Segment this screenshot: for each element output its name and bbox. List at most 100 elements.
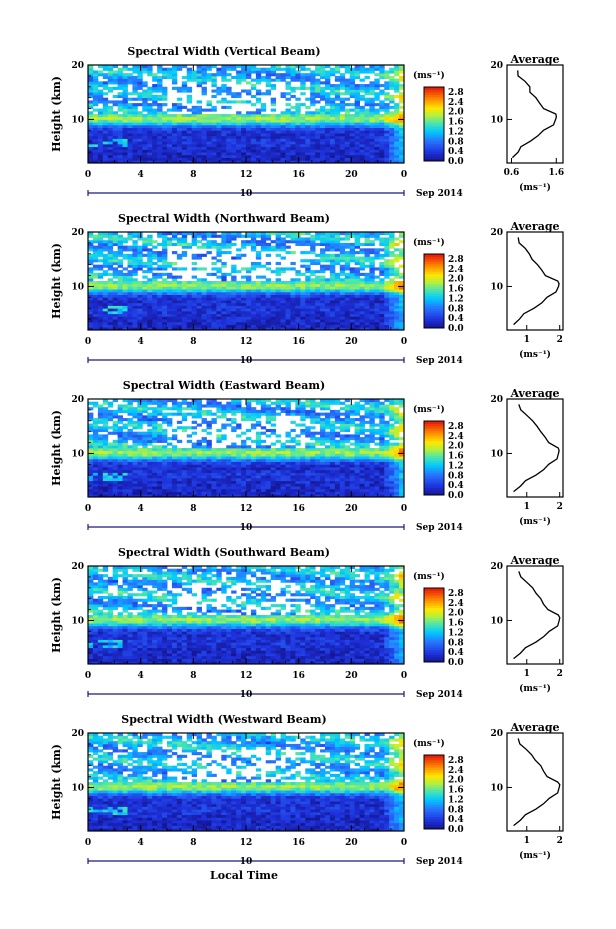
heatmap-cell: [320, 294, 326, 298]
heatmap-cell: [246, 464, 252, 468]
heatmap-cell: [359, 135, 365, 139]
heatmap-cell: [354, 237, 360, 241]
heatmap-cell: [92, 237, 99, 241]
heatmap-cell: [329, 272, 336, 276]
heatmap-cell: [305, 237, 311, 241]
heatmap-cell: [196, 480, 202, 484]
heatmap-cell: [137, 81, 143, 85]
heatmap-cell: [364, 278, 370, 282]
heatmap-cell: [329, 324, 336, 328]
heatmap-cell: [196, 130, 202, 134]
heatmap-cell: [379, 267, 385, 271]
heatmap-cell: [255, 253, 262, 257]
heatmap-cell: [117, 248, 123, 252]
heatmap-cell: [211, 232, 217, 236]
heatmap-cell: [147, 300, 153, 304]
heatmap-cell: [196, 160, 202, 164]
heatmap-cell: [369, 97, 375, 101]
heatmap-cell: [295, 302, 301, 306]
heatmap-cell: [137, 302, 143, 306]
heatmap-cell: [359, 86, 365, 90]
heatmap-cell: [162, 157, 168, 161]
heatmap-cell: [152, 316, 158, 320]
heatmap-cell: [142, 253, 148, 257]
colorbar-swatch: [424, 151, 444, 154]
heatmap-cell: [201, 154, 207, 158]
heatmap-cell: [250, 412, 257, 416]
heatmap-cell: [122, 283, 128, 287]
heatmap-cell: [92, 404, 99, 408]
heatmap-cell: [310, 73, 316, 77]
heatmap-cell: [389, 242, 395, 247]
heatmap-cell: [226, 116, 232, 120]
heatmap-cell: [92, 486, 99, 490]
heatmap-cell: [92, 116, 99, 120]
heatmap-cell: [186, 404, 193, 408]
heatmap-cell: [132, 494, 138, 498]
heatmap-cell: [344, 316, 351, 320]
heatmap-cell: [315, 89, 321, 93]
heatmap-cell: [315, 300, 321, 304]
heatmap-cell: [167, 160, 173, 164]
heatmap-cell: [344, 275, 351, 279]
heatmap-cell: [211, 488, 217, 492]
heatmap-cell: [137, 310, 143, 315]
heatmap-cell: [92, 81, 99, 85]
heatmap-cell: [344, 89, 351, 93]
heatmap-cell: [384, 324, 390, 328]
heatmap-cell: [211, 467, 217, 471]
heatmap-cell: [374, 291, 380, 296]
heatmap-cell: [231, 480, 237, 484]
heatmap-cell: [206, 420, 212, 424]
heatmap-cell: [295, 133, 301, 137]
heatmap-cell: [260, 70, 267, 74]
heatmap-cell: [157, 133, 163, 137]
heatmap-cell: [221, 264, 227, 268]
heatmap-cell: [389, 302, 395, 306]
heatmap-cell: [137, 399, 143, 403]
heatmap-cell: [97, 437, 104, 441]
heatmap-cell: [107, 267, 114, 271]
heatmap-cell: [206, 491, 212, 495]
heatmap-cell: [181, 310, 188, 315]
heatmap-cell: [300, 313, 306, 317]
heatmap-cell: [255, 116, 262, 120]
heatmap-cell: [157, 143, 163, 148]
heatmap-cell: [221, 458, 227, 463]
heatmap-cell: [107, 300, 114, 304]
heatmap-cell: [117, 420, 123, 424]
y-axis-label: Height (km): [50, 243, 63, 319]
heatmap-cell: [374, 119, 380, 123]
heatmap-cell: [300, 103, 306, 107]
heatmap-cell: [152, 261, 158, 266]
heatmap-cell: [117, 445, 123, 449]
heatmap-cell: [176, 488, 183, 492]
heatmap-cell: [221, 434, 227, 438]
colorbar-swatch: [424, 87, 444, 90]
heatmap-cell: [132, 445, 138, 449]
heatmap-cell: [191, 494, 198, 498]
heatmap-cell: [275, 319, 281, 323]
heatmap-cell: [216, 149, 222, 153]
heatmap-cell: [349, 143, 356, 148]
heatmap-cell: [270, 160, 277, 164]
heatmap-cell: [88, 319, 94, 323]
heatmap-cell: [107, 124, 114, 129]
heatmap-cell: [97, 302, 104, 306]
heatmap-cell: [369, 114, 375, 118]
heatmap-cell: [246, 294, 252, 298]
heatmap-cell: [320, 305, 326, 309]
heatmap-cell: [250, 234, 257, 238]
heatmap-cell: [127, 124, 133, 129]
heatmap-cell: [344, 327, 351, 331]
heatmap-cell: [216, 259, 222, 263]
heatmap-cell: [176, 291, 183, 296]
heatmap-cell: [329, 313, 336, 317]
heatmap-cell: [152, 251, 158, 255]
x-tick-label: 20: [345, 337, 358, 347]
heatmap-cell: [384, 127, 390, 131]
heatmap-cell: [206, 319, 212, 323]
heatmap-cell: [325, 242, 331, 247]
heatmap-cell: [236, 409, 242, 414]
heatmap-cell: [300, 283, 306, 287]
